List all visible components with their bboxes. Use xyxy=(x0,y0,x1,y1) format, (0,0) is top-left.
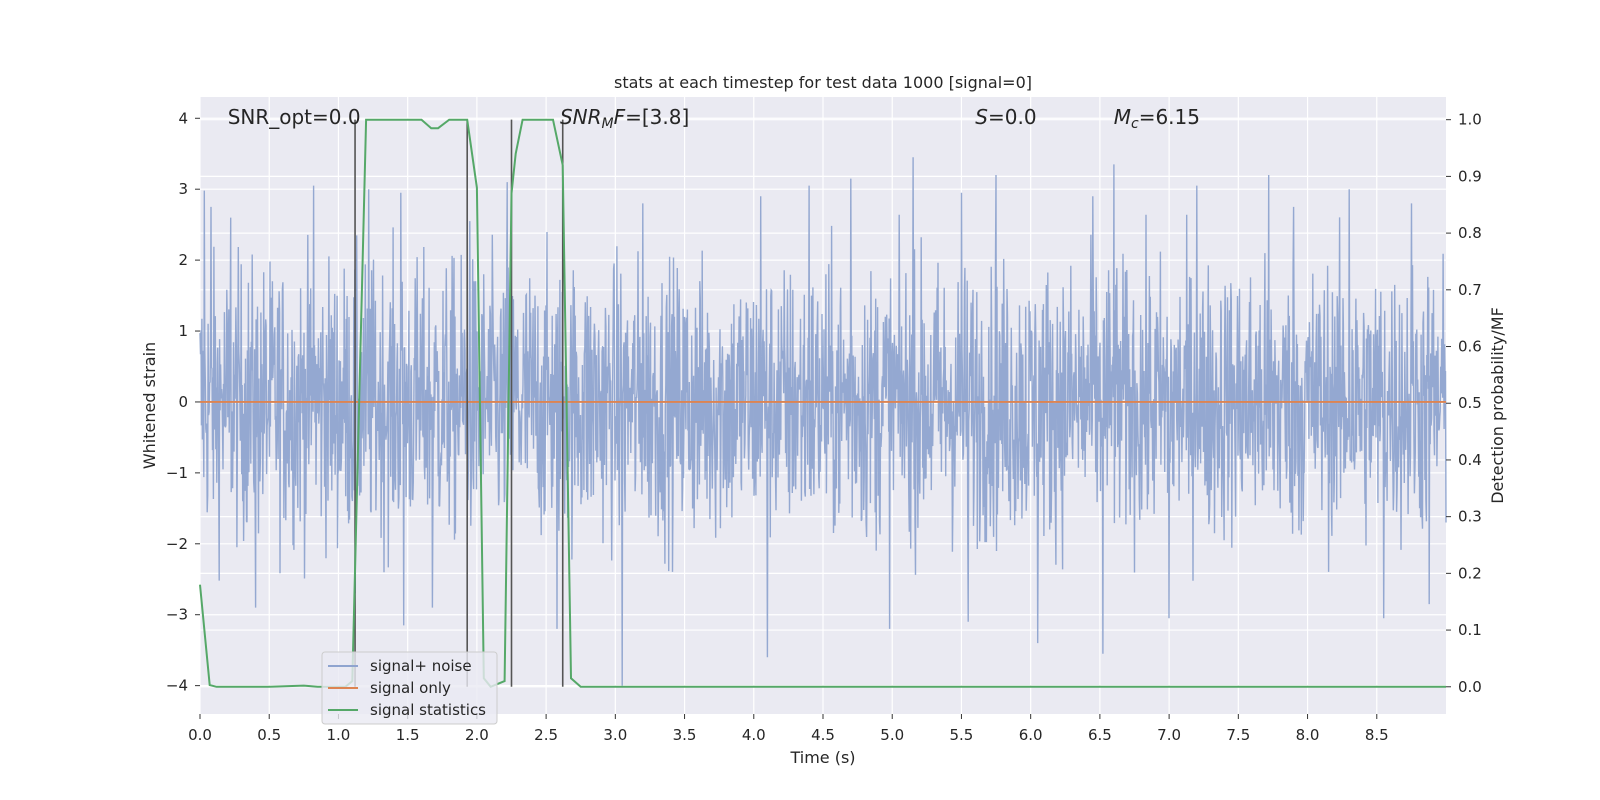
x-tick-label: 6.0 xyxy=(1019,726,1043,744)
legend-box xyxy=(321,651,498,725)
y2-tick-label: 0.7 xyxy=(1458,281,1482,299)
signal-statistics-line xyxy=(199,118,1446,689)
y-tick-label: −2 xyxy=(166,535,188,553)
mc-subscript: c xyxy=(1131,116,1139,132)
x-tick-label: 4.0 xyxy=(742,726,766,744)
x-tick-label: 0.5 xyxy=(257,726,281,744)
x-tick-label: 7.5 xyxy=(1226,726,1250,744)
x-tick-label: 1.5 xyxy=(396,726,420,744)
snr-mf-var2: F xyxy=(614,105,626,129)
x-tick-label: 1.0 xyxy=(327,726,351,744)
legend: signal+ noise signal only signal statist… xyxy=(321,651,498,725)
snr-mf-subscript: M xyxy=(602,116,614,132)
x-tick-label: 2.0 xyxy=(465,726,489,744)
x-tick-label: 3.0 xyxy=(603,726,627,744)
y2-tick-label: 0.0 xyxy=(1458,678,1482,696)
y-tick-label: 4 xyxy=(178,109,188,127)
s-value: =0.0 xyxy=(988,105,1037,129)
x-tick-label: 5.0 xyxy=(880,726,904,744)
y-tick-label: 2 xyxy=(178,251,188,269)
x-tick-label: 2.5 xyxy=(534,726,558,744)
x-tick-label: 4.5 xyxy=(811,726,835,744)
x-tick-label: 8.0 xyxy=(1296,726,1320,744)
legend-label-signal-statistics: signal statistics xyxy=(370,701,486,719)
snr-mf-value: =[3.8] xyxy=(625,105,689,129)
y-tick-label: −4 xyxy=(166,677,188,695)
x-axis-label: Time (s) xyxy=(789,748,855,767)
y-tick-label: 1 xyxy=(178,322,188,340)
x-tick-label: 8.5 xyxy=(1365,726,1389,744)
x-tick-label: 6.5 xyxy=(1088,726,1112,744)
chart-title: stats at each timestep for test data 100… xyxy=(614,73,1032,92)
y-tick-label: −1 xyxy=(166,464,188,482)
y2-tick-label: 0.8 xyxy=(1458,224,1482,242)
annotation-snr-opt: SNR_opt=0.0 xyxy=(228,105,361,129)
y2-tick-label: 0.5 xyxy=(1458,394,1482,412)
y2-axis-label: Detection probability/MF xyxy=(1488,307,1507,504)
annotation-snr-mf: SNRMF=[3.8] xyxy=(560,105,689,132)
x-tick-label: 7.0 xyxy=(1157,726,1181,744)
y2-tick-label: 1.0 xyxy=(1458,111,1482,129)
axes: 0.0 0.5 1.0 1.5 2.0 2.5 3.0 3.5 4.0 4.5 5.0 5.5 6.0 6… xyxy=(166,109,1482,744)
legend-label-signal-noise: signal+ noise xyxy=(370,657,472,675)
y2-tick-label: 0.2 xyxy=(1458,564,1482,582)
mc-var: M xyxy=(1114,105,1131,129)
y2-tick-label: 0.1 xyxy=(1458,621,1482,639)
x-tick-label: 3.5 xyxy=(673,726,697,744)
x-tick-label: 0.0 xyxy=(188,726,212,744)
y2-tick-label: 0.9 xyxy=(1458,167,1482,185)
s-var: S xyxy=(975,105,988,129)
y-axis-label: Whitened strain xyxy=(140,342,159,469)
annotation-mc: Mc=6.15 xyxy=(1114,105,1200,132)
annotation-s: S=0.0 xyxy=(975,105,1036,129)
y2-tick-label: 0.3 xyxy=(1458,508,1482,526)
overlay-series xyxy=(199,118,1446,689)
mc-value: =6.15 xyxy=(1139,105,1200,129)
y2-tick-label: 0.4 xyxy=(1458,451,1482,469)
snr-mf-var: SNR xyxy=(560,105,602,129)
y-tick-label: 3 xyxy=(178,180,188,198)
signal-noise-series xyxy=(199,157,1447,686)
x-tick-label: 5.5 xyxy=(950,726,974,744)
signal-noise-line xyxy=(199,157,1447,686)
y2-tick-label: 0.6 xyxy=(1458,338,1482,356)
legend-label-signal-only: signal only xyxy=(370,679,451,697)
y-tick-label: 0 xyxy=(178,393,188,411)
y-tick-label: −3 xyxy=(166,606,188,624)
